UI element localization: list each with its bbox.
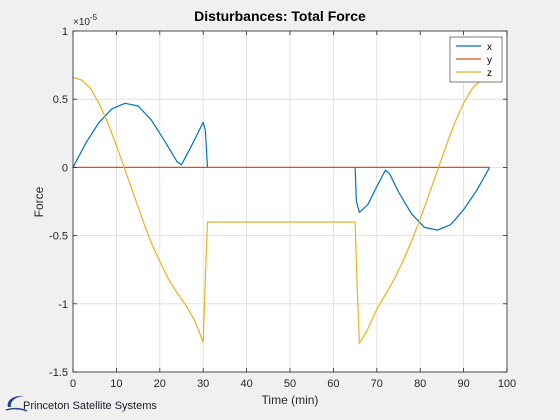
- series-layer: [72, 76, 491, 344]
- x-axis-label: Time (min): [262, 393, 319, 407]
- x-tick-label: 90: [457, 378, 469, 390]
- x-tick-label: 50: [284, 378, 296, 390]
- y-tick-label: 0.5: [53, 94, 68, 106]
- legend[interactable]: xyz: [449, 36, 503, 83]
- x-tick-label: 40: [240, 378, 252, 390]
- ticks: 0 10 20 30 40 50 60 70 80 90 100 -1.5 -1 -0.5 0 0.5 1: [49, 26, 516, 390]
- brand-logo: Princeton Satellite Systems: [4, 392, 157, 416]
- x-tick-label: 0: [70, 378, 76, 390]
- swoosh-logo-icon: [5, 395, 28, 412]
- y-axis-label: Force: [32, 186, 46, 217]
- x-tick-label: 20: [154, 378, 166, 390]
- legend-entry-y: y: [487, 55, 492, 66]
- legend-entry-x: x: [487, 42, 492, 53]
- series-line-x: [72, 102, 491, 231]
- x-tick-label: 60: [327, 378, 339, 390]
- x-tick-label: 70: [371, 378, 383, 390]
- brand-text: Princeton Satellite Systems: [23, 400, 157, 412]
- y-exponent-label: ×10-5: [73, 13, 98, 28]
- x-tick-label: 80: [414, 378, 426, 390]
- y-tick-label: 0: [62, 162, 68, 174]
- series-line-z: [72, 76, 490, 344]
- y-tick-label: -1: [58, 299, 68, 311]
- x-tick-label: 30: [197, 378, 209, 390]
- x-tick-label: 10: [110, 378, 122, 390]
- y-tick-label: -1.5: [49, 367, 68, 379]
- y-exponent-power: -5: [90, 13, 98, 22]
- chart-title: Disturbances: Total Force: [194, 8, 366, 24]
- y-tick-label: 1: [62, 26, 68, 38]
- y-tick-label: -0.5: [49, 231, 68, 243]
- legend-entry-z: z: [487, 68, 492, 79]
- x-tick-label: 100: [498, 378, 516, 390]
